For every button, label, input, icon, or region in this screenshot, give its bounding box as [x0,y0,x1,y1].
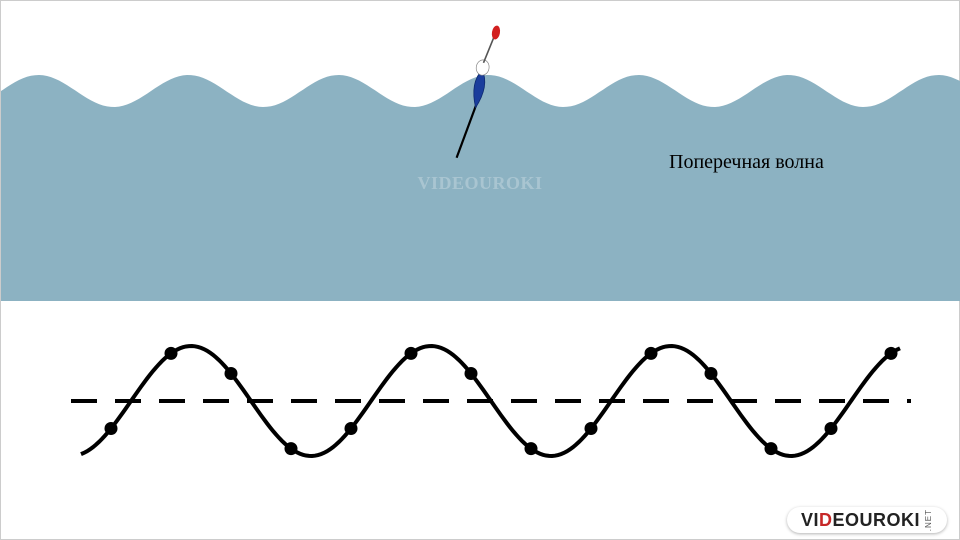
watermark-text: VIDEOUROKI [417,173,542,194]
particle-dot [225,367,238,380]
particle-dot [465,367,478,380]
particle-dot [645,347,658,360]
particle-dot [345,422,358,435]
wave-type-label: Поперечная волна [669,151,824,174]
particle-dot [765,442,778,455]
particle-dot [165,347,178,360]
particle-dot [585,422,598,435]
particle-dot [405,347,418,360]
transverse-wave-diagram [1,321,960,521]
diagram-stage: { "canvas": { "width": 960, "height": 54… [0,0,960,540]
particle-dot [885,347,898,360]
particle-dot [525,442,538,455]
particle-dot [105,422,118,435]
particle-dot [825,422,838,435]
particle-dot [705,367,718,380]
logo-text: VIDEOUROKI [801,510,920,531]
videouroki-logo: VIDEOUROKI .NET [787,507,947,533]
logo-suffix: .NET [924,509,933,531]
particle-dot [285,442,298,455]
